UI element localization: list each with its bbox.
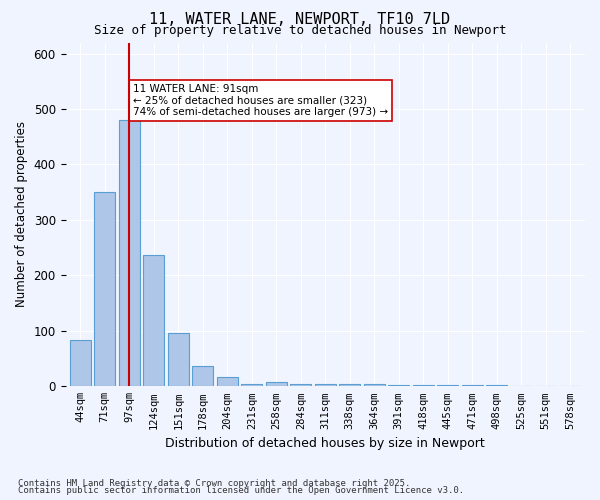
Bar [437,385,458,386]
Text: 11, WATER LANE, NEWPORT, TF10 7LD: 11, WATER LANE, NEWPORT, TF10 7LD [149,12,451,28]
Bar [119,120,140,386]
Bar [94,192,115,386]
Bar [340,384,360,386]
Text: Contains HM Land Registry data © Crown copyright and database right 2025.: Contains HM Land Registry data © Crown c… [18,478,410,488]
Bar [364,384,385,386]
Bar [217,378,238,386]
Bar [413,384,434,386]
Bar [70,340,91,386]
X-axis label: Distribution of detached houses by size in Newport: Distribution of detached houses by size … [166,437,485,450]
Bar [266,382,287,386]
Y-axis label: Number of detached properties: Number of detached properties [15,122,28,308]
Bar [241,384,262,386]
Bar [290,384,311,386]
Bar [168,333,188,386]
Bar [193,366,213,386]
Bar [315,384,335,386]
Text: 11 WATER LANE: 91sqm
← 25% of detached houses are smaller (323)
74% of semi-deta: 11 WATER LANE: 91sqm ← 25% of detached h… [133,84,388,117]
Bar [487,385,507,386]
Bar [462,385,482,386]
Bar [143,256,164,386]
Bar [388,384,409,386]
Text: Contains public sector information licensed under the Open Government Licence v3: Contains public sector information licen… [18,486,464,495]
Text: Size of property relative to detached houses in Newport: Size of property relative to detached ho… [94,24,506,37]
